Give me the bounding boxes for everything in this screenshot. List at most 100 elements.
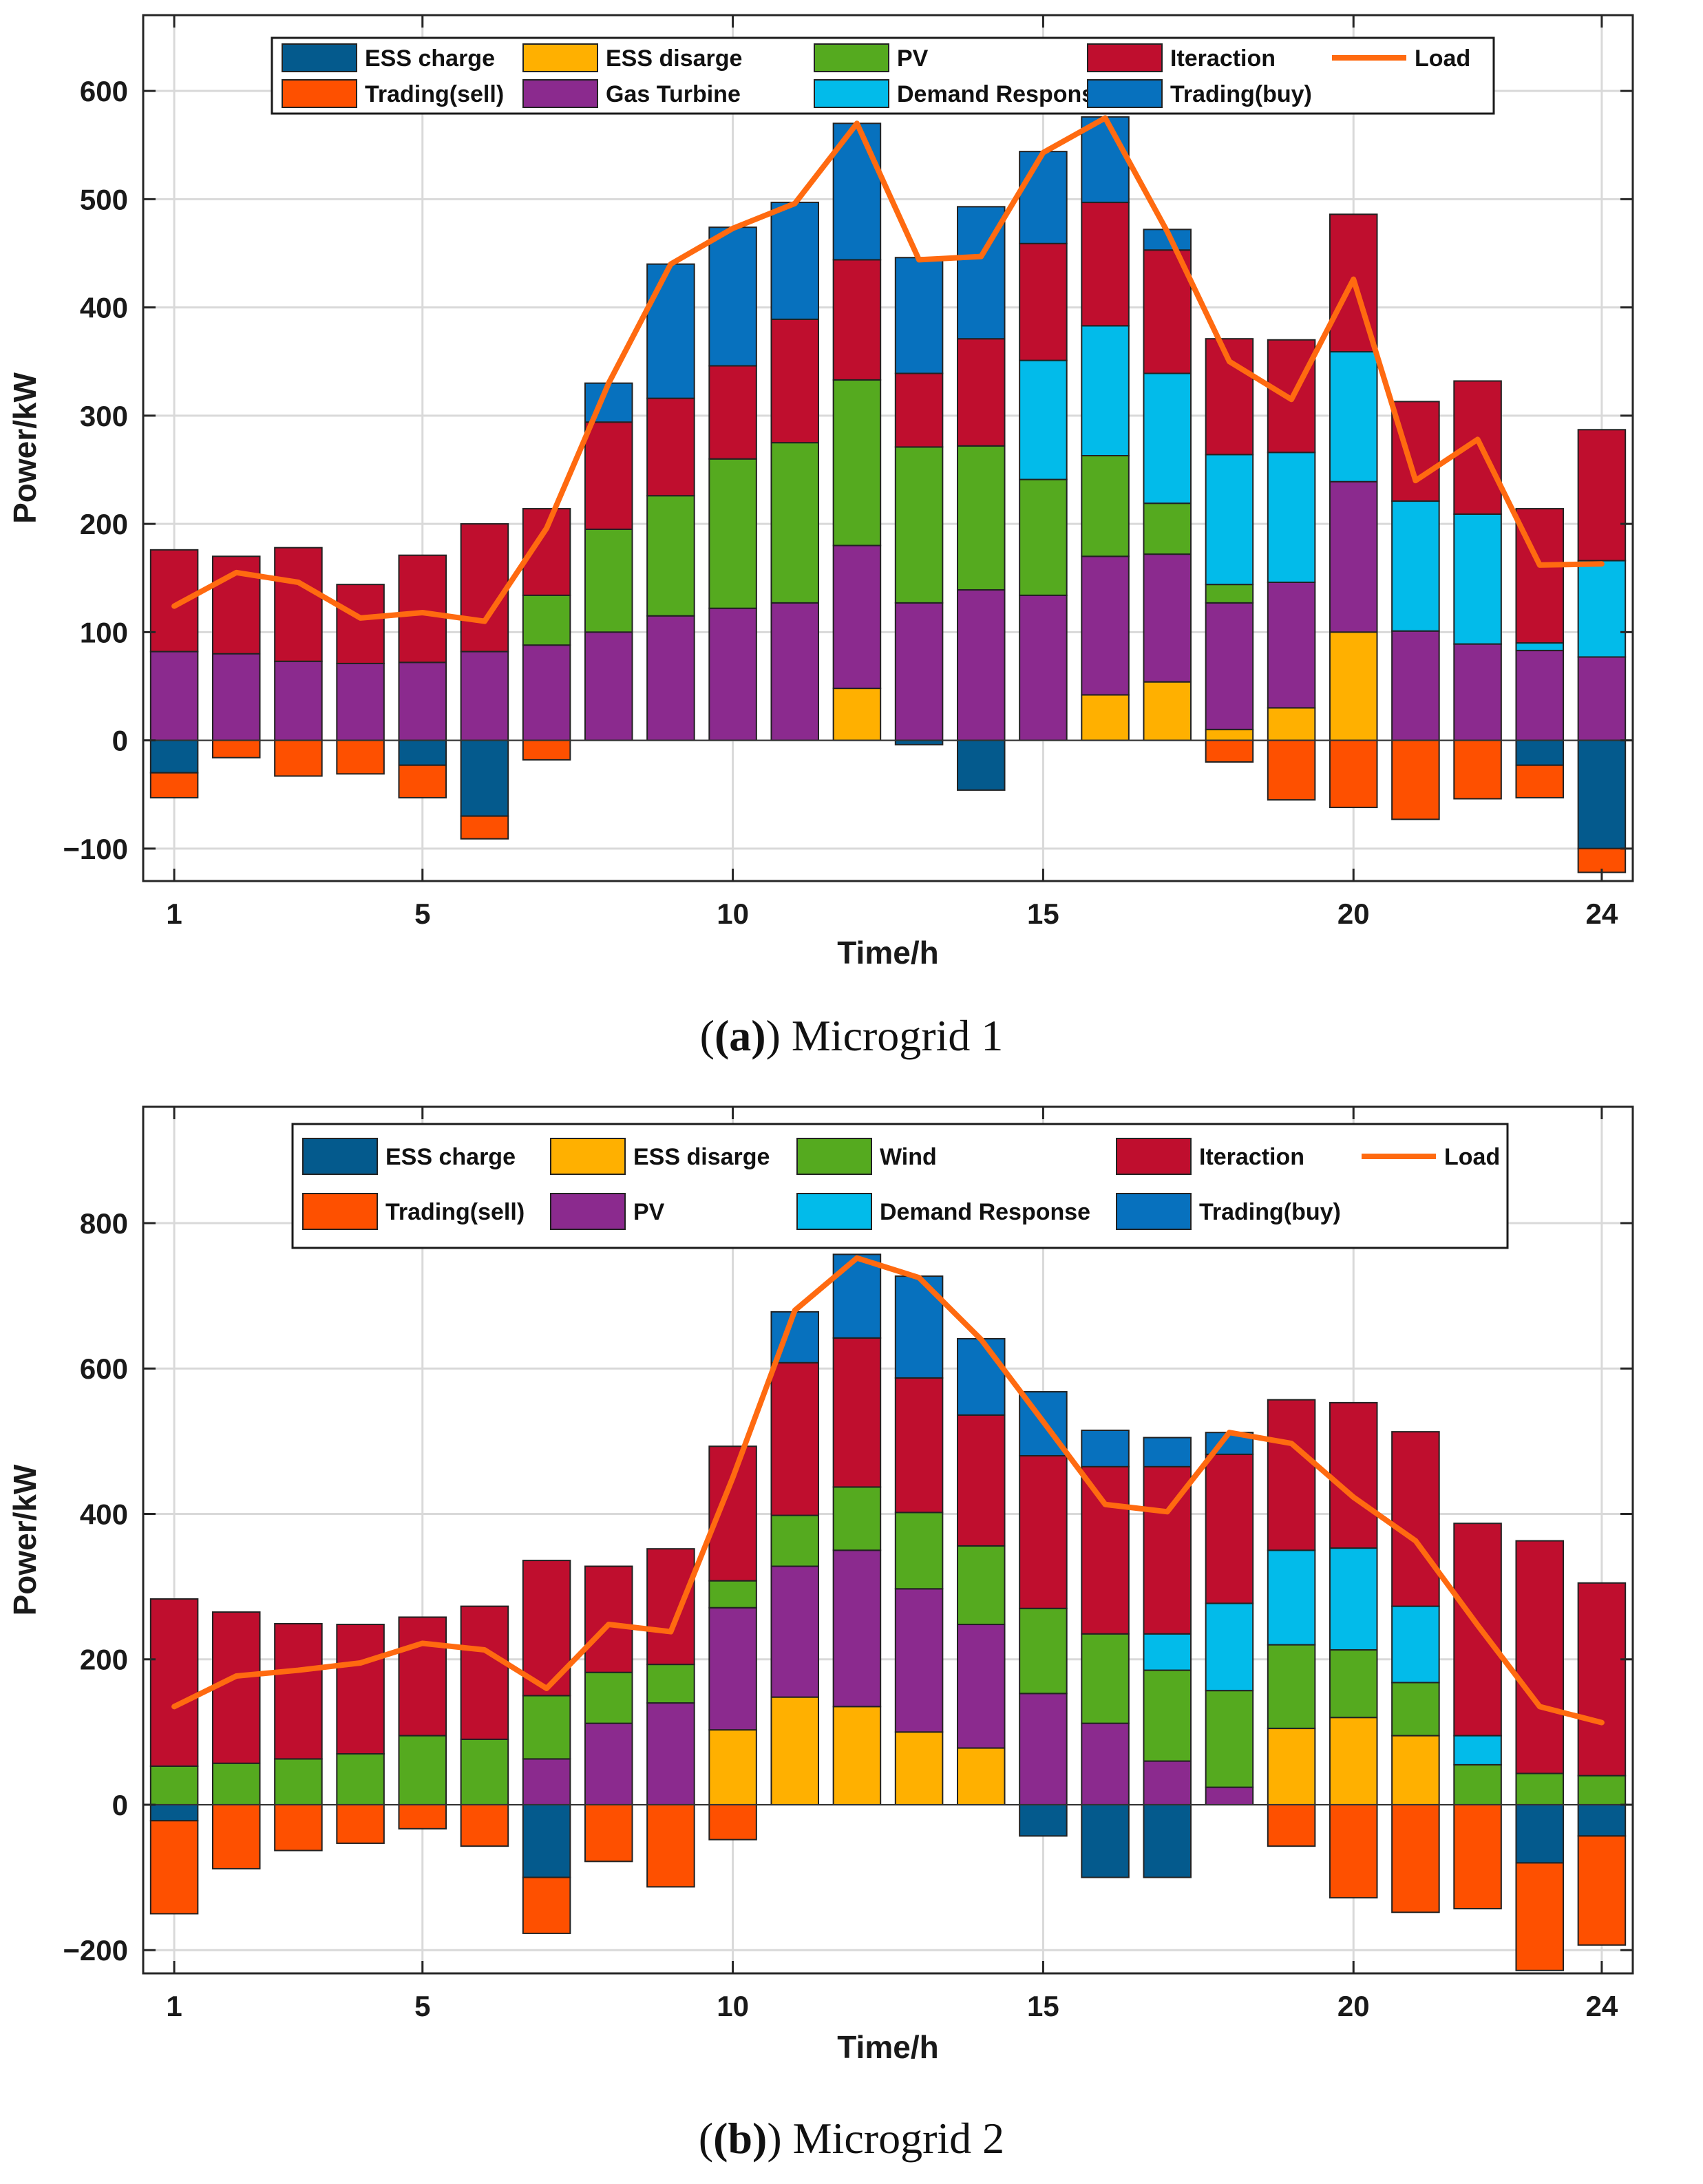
mg2-bar-wind-h6 [460,1738,509,1805]
mg2-bar-trading-sell-h6 [460,1803,509,1847]
mg1-bar-gas-turbine-h7 [522,644,571,741]
mg2-bar-pv-h11 [770,1565,820,1698]
mg1-bar-iteraction-h6 [460,523,509,653]
mg2-bar-pv-h12 [832,1549,882,1708]
mg1-bar-pv-h10 [708,458,757,609]
mg1-legend-swatch-iteraction [1087,43,1163,72]
mg2-legend-swatch-trading-sell [302,1193,378,1230]
mg2-legend-label-demand-response: Demand Response [880,1199,1090,1225]
mg1-bar-pv-h11 [770,442,820,604]
figure-panel-b: 1 5 10 15 20 24 −200 0 200 400 600 800 Time/h Power/k… [0,1094,1703,2184]
mg2-bar-wind-h10 [708,1580,757,1609]
mg1-bar-gas-turbine-h6 [460,650,509,741]
mg1-bar-gas-turbine-h14 [956,589,1006,741]
mg2-legend-swatch-wind [796,1138,872,1175]
mg1-bar-trading-buy-h9 [646,263,695,399]
mg2-bar-iteraction-h11 [770,1361,820,1516]
mg1-bar-pv-h13 [894,446,944,604]
mg1-bar-trading-sell-h7 [522,739,571,761]
mg2-bar-ess-charge-h23 [1515,1803,1565,1864]
mg1-bar-iteraction-h8 [584,421,633,530]
caption-b-text: Microgrid 2 [792,2114,1005,2163]
mg1-xtick-label-20: 20 [1337,898,1370,930]
mg2-bar-iteraction-h14 [956,1414,1006,1547]
mg1-xtick-label-5: 5 [414,898,430,930]
mg1-legend-label-pv: PV [897,45,929,72]
mg2-bar-trading-sell-h22 [1453,1803,1502,1909]
mg2-bar-wind-h11 [770,1514,820,1567]
mg1-bar-trading-buy-h10 [708,226,757,367]
mg1-bar-gas-turbine-h5 [398,661,447,741]
mg1-bar-demand-response-h19 [1267,452,1316,583]
mg1-legend-swatch-trading-sell [282,79,357,108]
mg1-bar-trading-buy-h13 [894,257,944,374]
mg2-xtick-label-10: 10 [717,1990,749,2022]
mg2-bar-iteraction-h18 [1205,1453,1254,1604]
mg1-bar-gas-turbine-h21 [1391,630,1440,741]
mg1-legend-swatch-pv [814,43,889,72]
mg1-line-load [171,115,1605,624]
mg1-bar-gas-turbine-h17 [1143,553,1192,683]
mg2-bar-iteraction-h16 [1081,1465,1130,1635]
mg2-bar-iteraction-h8 [584,1565,633,1673]
mg1-bar-iteraction-h21 [1391,401,1440,502]
mg2-bar-wind-h21 [1391,1682,1440,1737]
mg1-bar-trading-sell-h22 [1453,739,1502,800]
mg2-bar-trading-sell-h19 [1267,1803,1316,1847]
mg1-legend-label-trading-buy: Trading(buy) [1170,81,1312,107]
mg2-bar-wind-h7 [522,1695,571,1760]
mg2-bar-wind-h17 [1143,1669,1192,1762]
mg2-bar-ess-disarge-h14 [956,1747,1006,1805]
mg2-bar-ess-disarge-h19 [1267,1728,1316,1805]
mg2-bar-pv-h7 [522,1758,571,1805]
mg1-bar-trading-buy-h15 [1019,151,1068,244]
mg2-bar-trading-sell-h23 [1515,1862,1565,1971]
mg1-bar-gas-turbine-h10 [708,607,757,741]
mg2-bar-pv-h10 [708,1607,757,1731]
mg1-bar-trading-sell-h3 [274,739,323,777]
mg2-bar-wind-h24 [1577,1774,1627,1805]
mg1-bar-ess-disarge-h18 [1205,728,1254,741]
mg2-bar-wind-h16 [1081,1633,1130,1724]
mg1-legend-label-ess-charge: ESS charge [365,45,495,72]
mg2-bar-trading-sell-h3 [274,1803,323,1852]
chart-microgrid-2: 1 5 10 15 20 24−2000200400600800Time/hPower/k… [7,1105,1634,2065]
mg2-bar-wind-h18 [1205,1690,1254,1788]
mg1-bar-trading-sell-h21 [1391,739,1440,820]
mg1-bar-iteraction-h10 [708,365,757,460]
mg1-bar-demand-response-h24 [1577,560,1627,658]
mg1-bar-iteraction-h12 [832,259,882,381]
mg1-legend-swatch-trading-buy [1087,79,1163,108]
mg1-ytick-label-300: 300 [80,400,128,432]
mg2-axes-box [142,1105,1634,1975]
mg2-bar-iteraction-h10 [708,1445,757,1582]
caption-b-label: (b) [713,2114,768,2163]
mg1-bar-demand-response-h22 [1453,513,1502,645]
mg1-ytick-label-100: 100 [80,616,128,648]
mg2-bar-pv-h16 [1081,1722,1130,1805]
mg2-bar-wind-h9 [646,1664,695,1704]
mg1-bar-gas-turbine-h19 [1267,581,1316,709]
mg2-bar-ess-charge-h24 [1577,1803,1627,1837]
mg1-bar-ess-disarge-h19 [1267,707,1316,741]
mg2-bar-iteraction-h12 [832,1337,882,1488]
mg1-legend-label-load: Load [1415,45,1470,72]
mg2-bar-wind-h15 [1019,1607,1068,1695]
mg1-bar-ess-disarge-h20 [1329,631,1378,741]
mg2-bar-ess-charge-h17 [1143,1803,1192,1878]
mg2-bar-iteraction-h13 [894,1377,944,1514]
mg2-bar-wind-h2 [211,1762,261,1805]
mg2-legend-swatch-demand-response [796,1193,872,1230]
mg2-legend-label-pv: PV [633,1199,665,1225]
mg1-xtick-label-1: 1 [166,898,182,930]
mg1-ytick-label-200: 200 [80,508,128,540]
mg2-legend-label-ess-charge: ESS charge [385,1144,516,1170]
mg2-bar-trading-sell-h1 [149,1820,199,1915]
mg1-bar-ess-disarge-h12 [832,688,882,741]
mg2-ytick-label-600: 600 [80,1353,128,1385]
mg2-bar-ess-disarge-h13 [894,1731,944,1805]
mg2-bar-pv-h14 [956,1624,1006,1749]
mg1-bar-trading-sell-h20 [1329,739,1378,809]
mg2-bar-ess-disarge-h12 [832,1706,882,1805]
mg1-legend-label-iteraction: Iteraction [1170,45,1276,72]
